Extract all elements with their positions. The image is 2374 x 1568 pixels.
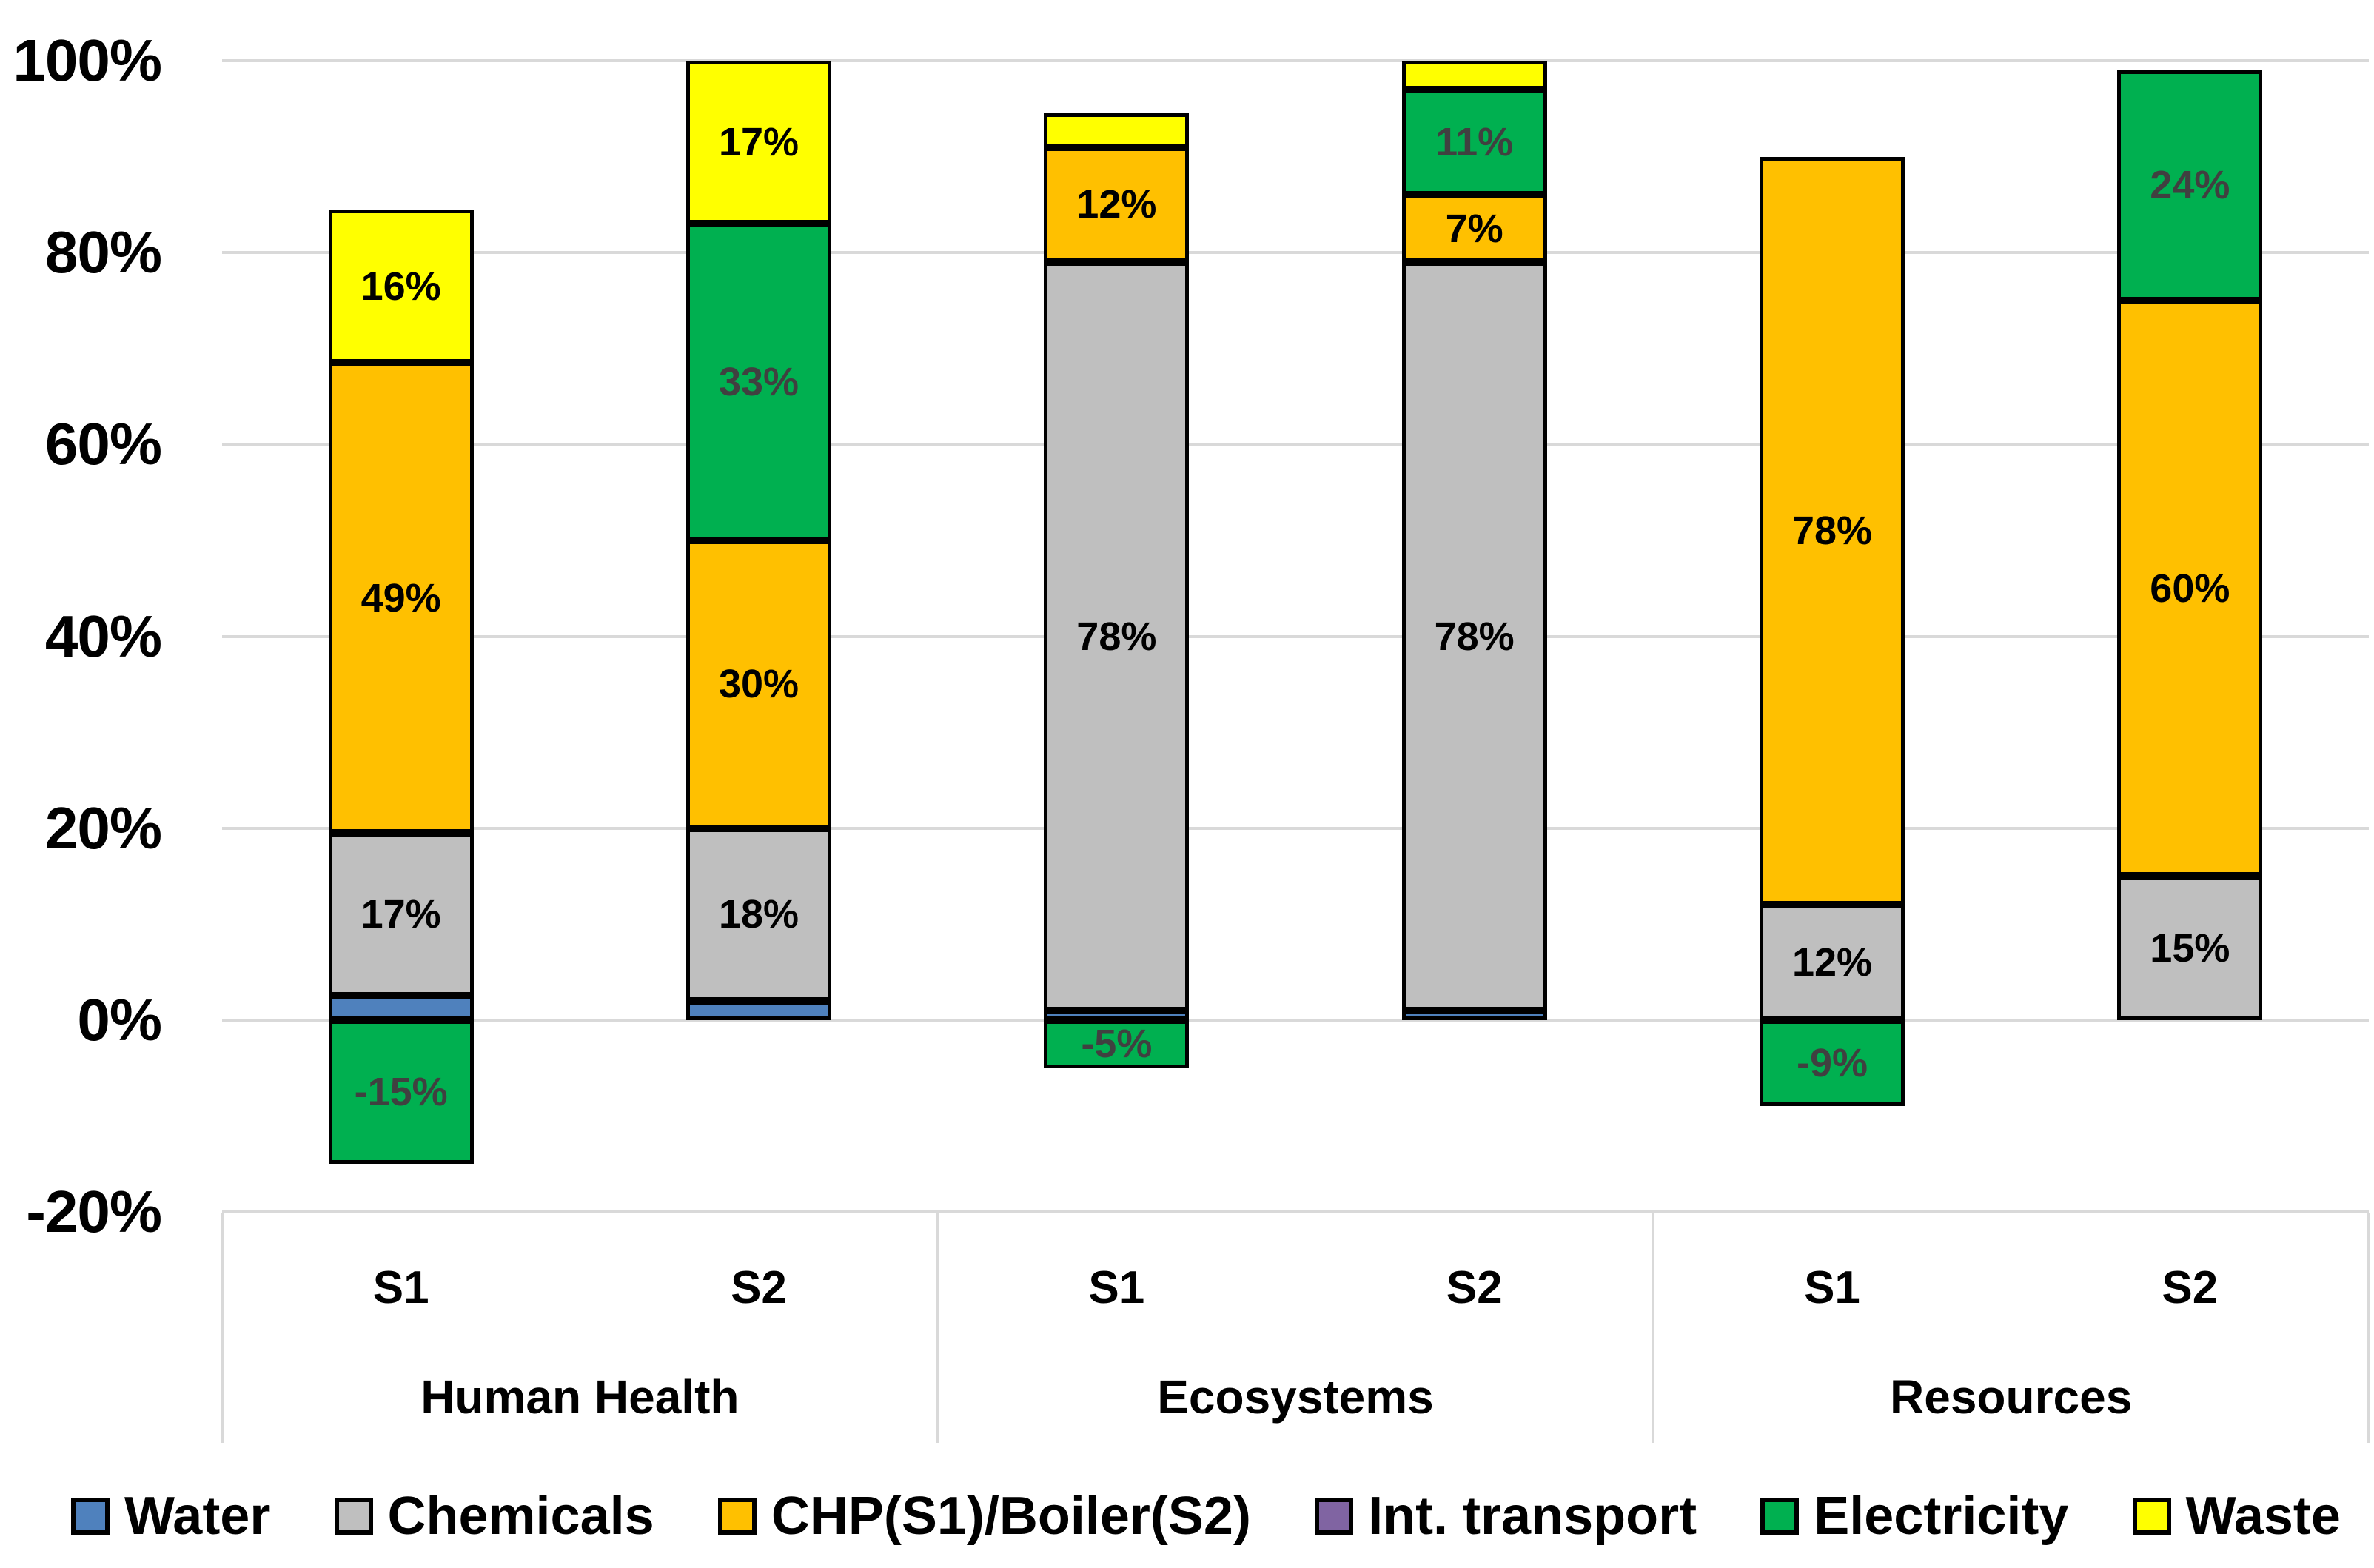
axis-group-separator <box>1652 1213 1655 1443</box>
y-axis-tick-label: 40% <box>44 603 162 669</box>
bar-segment-chemicals <box>1401 262 1547 1011</box>
legend-item-chemicals: Chemicals <box>334 1487 654 1546</box>
bar-segment-chemicals <box>1760 905 1905 1020</box>
bar-segment-waste <box>328 209 474 363</box>
legend-item-int-transport: Int. transport <box>1315 1490 1697 1543</box>
legend-swatch-water <box>71 1498 110 1535</box>
legend-swatch-chemicals <box>334 1498 373 1535</box>
legend-item-waste: Waste <box>2132 1487 2341 1546</box>
x-axis-scenario-label: S2 <box>2162 1262 2219 1313</box>
legend-label: Electricity <box>1814 1487 2069 1546</box>
bar-segment-electricity <box>1044 1019 1190 1068</box>
bar-segment-water <box>686 1000 831 1020</box>
bar-segment-electricity <box>2117 70 2263 301</box>
bar-segment-chemicals <box>686 828 831 1001</box>
y-axis-tick-label: 100% <box>13 27 162 93</box>
bar-segment-electricity <box>1401 89 1547 195</box>
bar-segment-chp-s1-boiler-s2- <box>2117 300 2263 877</box>
bar-segment-water <box>1044 1010 1190 1020</box>
y-axis-tick-label: 20% <box>44 794 162 861</box>
bar-segment-chp-s1-boiler-s2- <box>1044 147 1190 263</box>
legend-swatch-electricity <box>1760 1498 1800 1535</box>
y-axis-tick-label: -20% <box>26 1179 162 1244</box>
bar-segment-chemicals <box>328 833 474 996</box>
axis-group-separator <box>2367 1213 2370 1443</box>
gridline-20 <box>222 826 2369 830</box>
bar-segment-chemicals <box>2117 876 2263 1020</box>
gridline-40 <box>222 634 2369 638</box>
bar-segment-electricity <box>1760 1019 1905 1107</box>
bar-segment-water <box>1401 1010 1547 1020</box>
x-axis-scenario-label: S2 <box>1446 1262 1503 1313</box>
gridline-100 <box>222 59 2369 62</box>
y-axis-tick-label: 80% <box>44 219 162 286</box>
legend-swatch-int-transport <box>1315 1498 1354 1535</box>
gridline-80 <box>222 251 2369 255</box>
legend-label: Int. transport <box>1368 1487 1697 1546</box>
legend-item-water: Water <box>71 1490 270 1543</box>
x-axis-scenario-label: S1 <box>372 1262 429 1313</box>
bar-segment-electricity <box>328 1019 474 1165</box>
x-axis-group-label: Human Health <box>420 1370 740 1424</box>
axis-group-separator <box>221 1213 224 1443</box>
gridline-0 <box>222 1018 2369 1022</box>
legend-swatch-chp-s1-boiler-s2- <box>717 1498 757 1535</box>
x-axis-scenario-label: S1 <box>1088 1262 1145 1313</box>
bar-segment-water <box>328 996 474 1020</box>
bar-segment-electricity <box>686 224 831 540</box>
x-axis-scenario-label: S2 <box>731 1262 787 1313</box>
bar-segment-chp-s1-boiler-s2- <box>328 363 474 834</box>
x-axis-group-label: Ecosystems <box>1157 1370 1434 1424</box>
bar-segment-chemicals <box>1044 262 1190 1011</box>
bar-segment-waste <box>686 61 831 224</box>
legend-label: Chemicals <box>387 1487 654 1546</box>
bar-segment-chp-s1-boiler-s2- <box>1760 156 1905 905</box>
bar-segment-waste <box>1401 61 1547 90</box>
legend-item-chp-s1-boiler-s2-: CHP(S1)/Boiler(S2) <box>717 1487 1251 1546</box>
legend-item-electricity: Electricity <box>1760 1490 2068 1543</box>
bar-segment-waste <box>1044 113 1190 147</box>
axis-group-separator <box>936 1213 939 1443</box>
legend-label: CHP(S1)/Boiler(S2) <box>771 1487 1251 1546</box>
legend-label: Water <box>124 1487 271 1546</box>
legend: Water Chemicals CHP(S1)/Boiler(S2) Int. tra… <box>0 1478 2374 1555</box>
gridline-60 <box>222 443 2369 446</box>
x-axis-scenario-label: S1 <box>1804 1262 1860 1313</box>
x-axis-group-label: Resources <box>1890 1370 2133 1424</box>
legend-label: Waste <box>2185 1487 2341 1546</box>
bar-segment-chp-s1-boiler-s2- <box>1401 195 1547 263</box>
legend-swatch-waste <box>2132 1498 2171 1535</box>
bar-segment-chp-s1-boiler-s2- <box>686 540 831 828</box>
y-axis-tick-label: 0% <box>77 986 162 1053</box>
y-axis-tick-label: 60% <box>44 411 162 478</box>
gridline--20 <box>222 1210 2369 1213</box>
